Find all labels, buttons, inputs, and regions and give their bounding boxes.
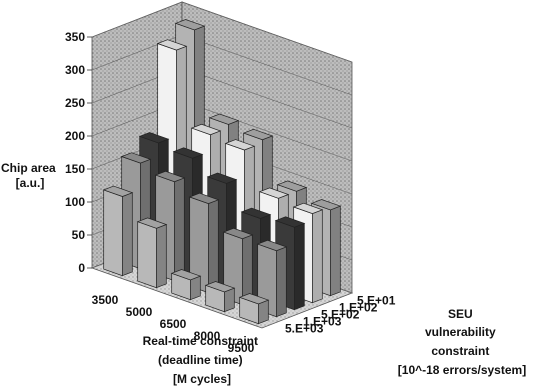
bars — [102, 19, 342, 325]
bar-top-face — [172, 147, 204, 159]
bar-side-face — [294, 222, 305, 311]
x-tick-labels: 3500 5000 6500 8000 9500 — [92, 293, 255, 355]
y-tick-label: 300 — [65, 63, 85, 77]
bar-top-face — [138, 132, 170, 144]
bar-top-face — [292, 202, 324, 214]
bar-top-face — [222, 227, 254, 240]
y-tick-label: 50 — [72, 228, 86, 242]
x-tick-label: 6500 — [160, 317, 187, 331]
bar — [170, 269, 202, 301]
bar-top-face — [204, 281, 236, 293]
y-axis-label: Chip area [a.u.] — [1, 161, 59, 190]
y-tick-label: 350 — [65, 30, 85, 44]
bar-top-face — [276, 180, 308, 192]
bar — [238, 293, 270, 325]
x-axis-label: Real-time constraint (deadline time) [M … — [143, 334, 262, 386]
z-axis-label-line: [10^-18 errors/system] — [398, 363, 526, 377]
z-tick-label: 5.E+02 — [321, 308, 360, 322]
y-tick-label: 250 — [65, 96, 85, 110]
bar-top-face — [206, 172, 238, 184]
bar — [188, 192, 220, 294]
y-axis-label-line: [a.u.] — [16, 176, 45, 190]
x-tick-label: 5000 — [126, 305, 153, 319]
bar-side-face — [208, 199, 219, 294]
z-tick-labels: 5.E+031.E+035.E+021.E+025.E+01 — [285, 294, 396, 336]
bar-top-face — [174, 19, 206, 31]
x-tick-label: 3500 — [92, 293, 119, 307]
bar-front-face — [137, 221, 157, 289]
bar — [204, 281, 236, 313]
bar-top-face — [274, 216, 306, 228]
bar-top-face — [240, 207, 272, 219]
z-axis-label-line: constraint — [431, 344, 489, 358]
bar-top-face — [242, 128, 274, 141]
y-axis-label-line: Chip area — [1, 161, 56, 175]
bar-front-face — [103, 189, 123, 277]
bar-top-face — [156, 39, 188, 51]
z-tick-label: 5.E+01 — [357, 294, 396, 308]
z-tick-label: 1.E+03 — [303, 315, 342, 329]
bar-top-face — [258, 187, 290, 199]
x-axis-label-line: Real-time constraint — [143, 334, 258, 348]
bar-top-face — [190, 123, 222, 136]
bar-top-face — [188, 192, 220, 204]
bar-top-face — [310, 199, 342, 211]
bar-top-face — [154, 170, 186, 183]
z-axis-label-line: SEU — [448, 307, 473, 321]
bar-top-face — [256, 239, 288, 252]
bar-side-face — [122, 192, 133, 277]
bar-side-face — [276, 246, 287, 318]
x-tick-label: 8000 — [194, 329, 221, 343]
bar-top-face — [208, 113, 240, 125]
z-axis-label: SEU vulnerability constraint [10^-18 err… — [398, 307, 526, 377]
z-tick-label: 5.E+03 — [285, 322, 324, 336]
bar-side-face — [330, 205, 341, 297]
bar-side-face — [312, 209, 323, 304]
bar-top-face — [224, 139, 256, 151]
bar-top-face — [238, 293, 270, 305]
bar-top-face — [170, 269, 202, 281]
bar-top-face — [136, 217, 168, 229]
bar-side-face — [174, 177, 185, 282]
y-tick-label: 100 — [65, 195, 85, 209]
bar-top-face — [120, 152, 152, 164]
bar — [136, 217, 168, 289]
y-tick-label: 0 — [78, 261, 85, 275]
bar — [102, 185, 134, 277]
y-tick-labels: 0 50 100 150 200 250 300 350 — [65, 30, 92, 275]
bar-side-face — [156, 223, 167, 289]
x-axis-label-line: (deadline time) — [158, 353, 243, 367]
bar-top-face — [102, 185, 134, 197]
x-axis-label-line: [M cycles] — [173, 372, 231, 386]
y-tick-label: 200 — [65, 129, 85, 143]
y-tick-label: 150 — [65, 162, 85, 176]
z-tick-label: 1.E+02 — [339, 301, 378, 315]
gridline — [91, 1, 353, 63]
z-axis-label-line: vulnerability — [425, 325, 496, 339]
x-tick-label: 9500 — [228, 341, 255, 355]
